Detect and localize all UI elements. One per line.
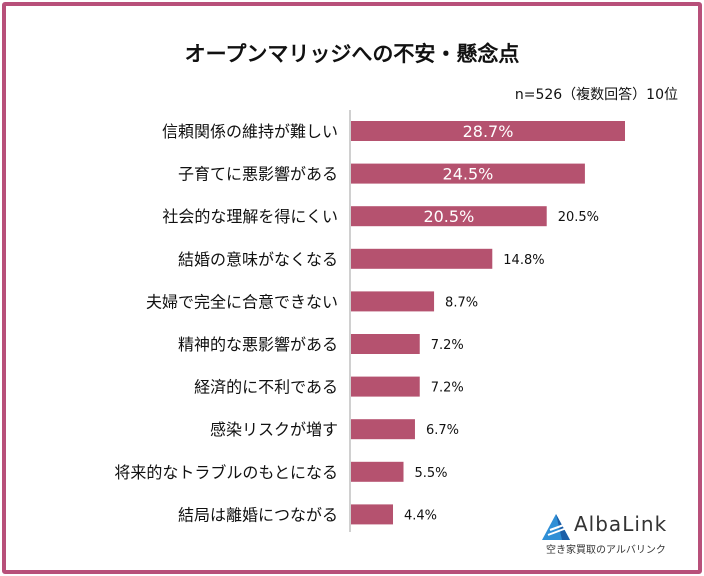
bar-value-label: 4.4%	[404, 508, 437, 523]
bar	[351, 206, 547, 227]
bar	[351, 248, 493, 269]
logo-icon	[542, 514, 573, 540]
bar-value-label: 6.7%	[426, 423, 459, 438]
bar-value-label: 7.2%	[431, 338, 464, 353]
category-label: 夫婦で完全に合意できない	[146, 292, 338, 311]
category-label: 結婚の意味がなくなる	[178, 250, 338, 269]
logo-name: AlbaLink	[574, 512, 668, 536]
bar	[351, 419, 415, 440]
category-label: 信頼関係の維持が難しい	[162, 122, 338, 141]
category-label: 感染リスクが増す	[210, 420, 338, 439]
bar	[351, 291, 435, 312]
bar-value-label: 7.2%	[431, 381, 464, 396]
bar	[351, 461, 404, 482]
bar-value-label-inside: 20.5%	[423, 207, 474, 226]
bar	[351, 334, 420, 354]
category-label: 結局は離婚につながる	[178, 505, 338, 524]
bar-value-label: 20.5%	[558, 210, 599, 225]
category-label: 将来的なトラブルのもとになる	[114, 463, 338, 482]
category-label: 精神的な悪影響がある	[178, 335, 338, 354]
bar-value-label-inside: 28.7%	[463, 122, 514, 141]
bar	[351, 121, 625, 141]
logo-subtitle: 空き家買取のアルバリンク	[546, 545, 666, 556]
chart-title: オープンマリッジへの不安・懸念点	[184, 42, 520, 66]
bar-value-label: 8.7%	[445, 295, 478, 310]
bar-value-label: 14.8%	[503, 253, 544, 268]
category-label: 子育てに悪影響がある	[178, 165, 338, 184]
bar	[351, 504, 394, 525]
bar	[351, 376, 420, 397]
sample-note: n=526（複数回答）10位	[514, 87, 678, 103]
bar-value-label: 5.5%	[415, 466, 448, 481]
bar	[351, 163, 585, 184]
category-label: 社会的な理解を得にくい	[162, 207, 338, 226]
bar-value-label-inside: 24.5%	[443, 165, 494, 184]
category-label: 経済的に不利である	[194, 378, 338, 397]
